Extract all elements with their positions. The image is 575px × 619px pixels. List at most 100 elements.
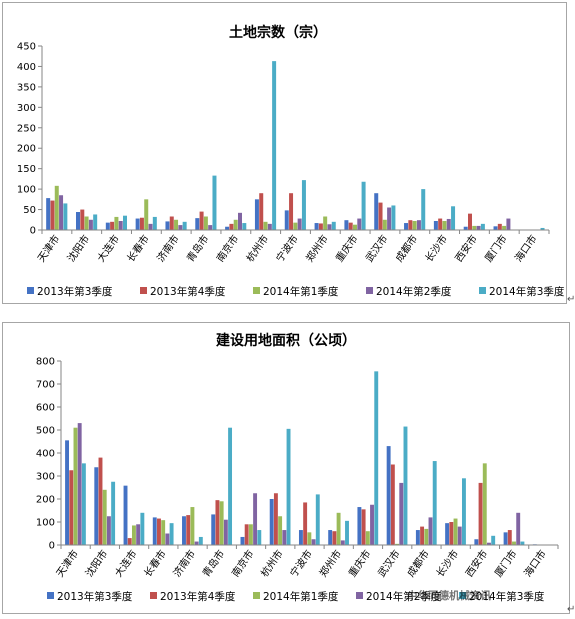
x-tick-label: 青岛市 xyxy=(184,232,212,264)
bar-1-11 xyxy=(344,220,349,230)
bar-2-14 xyxy=(449,522,454,545)
bar-1-13 xyxy=(404,223,409,230)
bar-1-9 xyxy=(284,210,289,230)
bar-1-1 xyxy=(46,198,51,230)
bar-4-9 xyxy=(311,539,316,545)
bar-3-1 xyxy=(73,427,78,545)
bar-5-15 xyxy=(480,223,485,230)
legend-swatch-5 xyxy=(479,287,486,294)
bar-3-10 xyxy=(336,512,341,545)
bar-5-4 xyxy=(169,523,174,545)
watermark-text: 中华同德机械资讯 xyxy=(407,589,491,602)
y-tick-label: 450 xyxy=(17,42,36,53)
x-tick-label: 沈阳市 xyxy=(64,232,92,264)
bar-2-2 xyxy=(80,209,85,230)
bar-5-1 xyxy=(63,203,68,230)
bar-5-12 xyxy=(391,205,396,230)
bar-2-6 xyxy=(215,500,220,545)
bar-4-15 xyxy=(476,225,481,230)
bar-2-1 xyxy=(50,200,55,230)
bar-3-4 xyxy=(161,520,166,545)
bar-3-13 xyxy=(424,528,429,545)
x-tick-label: 大连市 xyxy=(112,547,140,579)
x-tick-label: 长沙市 xyxy=(433,547,461,579)
legend-swatch-3 xyxy=(253,592,260,599)
bar-5-17 xyxy=(540,227,545,230)
legend-swatch-2 xyxy=(150,592,157,599)
x-tick-label: 南京市 xyxy=(213,232,241,264)
bar-2-8 xyxy=(259,193,264,230)
bar-2-5 xyxy=(169,216,174,230)
x-tick-label: 西安市 xyxy=(463,547,491,579)
bar-1-4 xyxy=(135,218,140,230)
bar-5-3 xyxy=(140,512,145,545)
bar-2-1 xyxy=(69,470,74,545)
y-tick-label: 350 xyxy=(17,82,36,93)
bar-1-12 xyxy=(386,446,391,545)
bar-2-3 xyxy=(110,221,115,230)
bar-4-12 xyxy=(399,482,404,545)
bar-2-4 xyxy=(157,518,161,545)
bar-2-15 xyxy=(478,482,483,545)
x-tick-label: 海口市 xyxy=(521,547,549,579)
x-tick-label: 长春市 xyxy=(141,547,169,579)
bar-3-15 xyxy=(472,225,477,230)
bar-5-14 xyxy=(451,206,456,230)
bar-5-3 xyxy=(123,215,127,230)
bar-3-12 xyxy=(382,219,387,230)
bar-3-13 xyxy=(412,221,417,230)
construction-area-bar-chart: 建设用地面积（公顷） 0 100 200 300 400 500 600 700 800 天津市 沈阳… xyxy=(36,332,559,603)
bar-1-7 xyxy=(240,536,245,545)
bar-1-8 xyxy=(254,199,259,230)
bar-1-14 xyxy=(445,523,450,545)
bar-2-11 xyxy=(348,222,353,230)
bar-2-10 xyxy=(332,531,337,545)
bar-4-16 xyxy=(516,512,521,545)
bar-4-3 xyxy=(118,221,123,230)
bar-3-10 xyxy=(323,216,328,230)
bar-5-13 xyxy=(432,461,437,545)
bar-1-16 xyxy=(503,532,508,545)
bar-5-9 xyxy=(301,180,306,230)
legend-swatch-5 xyxy=(459,592,466,599)
bar-3-2 xyxy=(84,216,89,230)
y-tick-label: 0 xyxy=(30,226,36,237)
bar-4-14 xyxy=(457,526,462,545)
y-tick-label: 50 xyxy=(23,205,36,216)
legend-label-3: 2014年第1季度 xyxy=(263,285,339,298)
x-tick-label: 厦门市 xyxy=(482,232,510,264)
chart-panel-land-parcels: 土地宗数（宗） 0 50 100 150 200 250 300 350 400 450 天津市 沈阳市… xyxy=(2,2,567,304)
chart-title: 建设用地面积（公顷） xyxy=(216,332,356,349)
bar-4-4 xyxy=(165,533,170,545)
bar-2-15 xyxy=(467,213,472,230)
legend-swatch-1 xyxy=(27,287,34,294)
bar-3-7 xyxy=(248,524,253,545)
x-tick-label: 天津市 xyxy=(35,232,63,264)
y-tick-label: 800 xyxy=(36,357,55,368)
bar-1-6 xyxy=(195,218,200,230)
x-tick-label: 武汉市 xyxy=(363,232,391,264)
legend-swatch-2 xyxy=(140,287,147,294)
bar-1-5 xyxy=(182,516,186,545)
bar-4-12 xyxy=(387,207,392,230)
bar-1-15 xyxy=(474,539,479,545)
bar-3-16 xyxy=(502,225,507,230)
bar-5-2 xyxy=(93,214,98,230)
bar-5-14 xyxy=(461,478,466,545)
paragraph-mark: ↵ xyxy=(567,604,575,615)
bar-5-15 xyxy=(491,535,496,545)
x-tick-label: 大连市 xyxy=(94,232,122,264)
legend-label-5: 2014年第3季度 xyxy=(489,285,565,298)
bar-3-15 xyxy=(482,463,487,545)
bar-1-13 xyxy=(415,530,420,545)
legend-label-4: 2014年第2季度 xyxy=(366,590,442,603)
bar-3-6 xyxy=(203,216,208,230)
bar-2-3 xyxy=(127,538,132,545)
legend-swatch-4 xyxy=(356,592,363,599)
x-tick-label: 宁波市 xyxy=(273,232,301,264)
y-tick-label: 700 xyxy=(36,380,55,391)
bar-1-7 xyxy=(225,226,230,230)
bar-4-7 xyxy=(253,493,258,545)
bar-5-9 xyxy=(315,494,320,545)
bar-5-5 xyxy=(198,536,203,545)
